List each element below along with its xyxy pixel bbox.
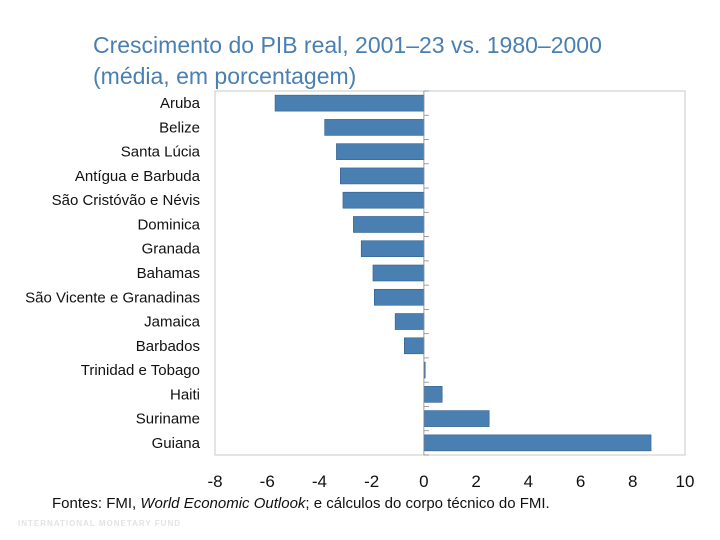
bar-14: [423, 434, 652, 452]
x-tick-label-3: -2: [364, 472, 379, 491]
category-label-14: Guiana: [152, 435, 201, 452]
x-tick-labels: -8 -6 -4 -2 0 2 4 6 8 10: [207, 472, 694, 491]
title-line-2: (média, em porcentagem): [93, 63, 357, 89]
x-tick-label-0: -8: [207, 472, 222, 491]
bar-6: [360, 240, 425, 258]
bars-group: [274, 90, 652, 456]
category-label-10: Barbados: [136, 338, 200, 355]
source-prefix: Fontes: FMI,: [52, 495, 141, 512]
category-label-5: Dominica: [137, 216, 200, 233]
title-line-1: Crescimento do PIB real, 2001–23 vs. 198…: [93, 32, 602, 58]
bar-10: [404, 337, 425, 355]
bar-1: [324, 119, 425, 136]
bar-4: [342, 191, 425, 209]
x-tick-label-2: -4: [312, 472, 327, 491]
chart-title: Crescimento do PIB real, 2001–23 vs. 198…: [93, 30, 693, 92]
category-label-6: Granada: [142, 241, 201, 258]
bar-3: [340, 167, 425, 185]
category-label-0: Aruba: [160, 95, 201, 112]
category-label-9: Jamaica: [144, 314, 201, 331]
category-label-11: Trinidad e Tobago: [81, 362, 200, 379]
bar-0: [274, 94, 425, 112]
bar-8: [373, 288, 425, 306]
source-italic: World Economic Outlook: [140, 495, 306, 512]
bar-13: [423, 410, 490, 427]
x-tick-label-4: 0: [419, 472, 428, 491]
imf-watermark: INTERNATIONAL MONETARY FUND: [18, 519, 181, 528]
x-tick-label-5: 2: [471, 472, 480, 491]
category-labels: Aruba Belize Santa Lúcia Antígua e Barbuda S…: [25, 95, 201, 452]
x-tick-label-9: 10: [676, 472, 695, 491]
x-tick-label-7: 6: [576, 472, 585, 491]
category-label-12: Haiti: [170, 386, 200, 403]
category-label-7: Bahamas: [137, 265, 200, 282]
x-tick-label-8: 8: [628, 472, 637, 491]
x-tick-label-1: -6: [260, 472, 275, 491]
bar-12: [423, 386, 443, 403]
category-label-13: Suriname: [136, 411, 200, 428]
source-suffix: ; e cálculos do corpo técnico do FMI.: [305, 495, 550, 512]
category-label-3: Antígua e Barbuda: [75, 168, 201, 185]
category-label-4: São Cristóvão e Névis: [52, 192, 200, 209]
category-label-2: Santa Lúcia: [121, 144, 201, 161]
plot-area: [214, 90, 686, 456]
bar-7: [372, 264, 425, 282]
x-tick-label-6: 4: [524, 472, 533, 491]
bar-2: [336, 143, 425, 160]
source-note: Fontes: FMI, World Economic Outlook; e c…: [52, 495, 550, 512]
category-label-1: Belize: [159, 119, 200, 136]
bar-5: [353, 216, 425, 233]
bar-9: [394, 313, 425, 330]
category-label-8: São Vicente e Granadinas: [25, 289, 200, 306]
